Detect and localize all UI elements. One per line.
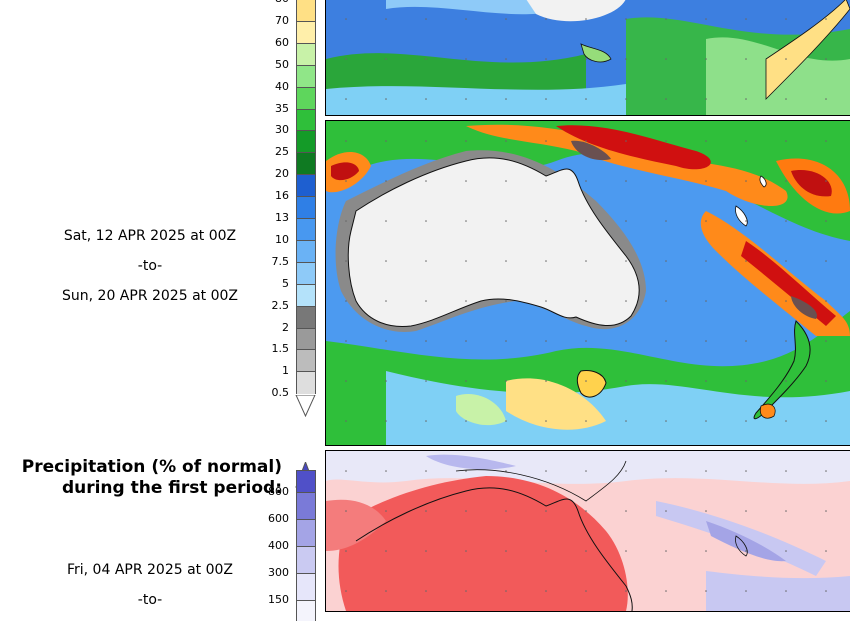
anomaly-title-line1: Precipitation (% of normal)	[21, 457, 282, 477]
precip-anomaly-graphic	[326, 451, 850, 611]
period2-start-date: Fri, 04 APR 2025 at 00Z	[66, 562, 234, 578]
precip-map-main	[325, 120, 850, 446]
legend2-swatch	[296, 600, 316, 621]
anomaly-title: Precipitation (% of normal) during the f…	[0, 457, 282, 499]
legend2-swatch	[296, 492, 316, 520]
period-separator: -to-	[137, 258, 163, 274]
legend2-swatch	[296, 470, 316, 493]
legend2-swatch	[296, 546, 316, 574]
legend-label: 1.5	[271, 342, 290, 356]
legend-swatch	[296, 327, 316, 351]
legend-swatch	[296, 283, 316, 307]
legend-label: 30	[275, 123, 289, 137]
legend-label: 16	[275, 189, 289, 203]
legend-swatch	[296, 239, 316, 263]
legend2-label: 400	[268, 539, 289, 552]
period2-separator: -to-	[137, 592, 163, 608]
legend-label: 20	[275, 167, 289, 181]
legend2-swatch	[296, 519, 316, 547]
precip-map-previous-period	[325, 0, 850, 116]
legend-label: 50	[275, 57, 289, 71]
legend-label: 10	[275, 232, 289, 246]
legend-swatch	[296, 152, 316, 176]
legend-swatch	[296, 371, 316, 395]
legend-label: 7.5	[271, 254, 290, 268]
legend-swatch	[296, 305, 316, 329]
legend2-label: 800	[268, 485, 289, 498]
legend-swatch	[296, 174, 316, 198]
legend-swatch	[296, 86, 316, 110]
legend2-label: 300	[268, 566, 289, 579]
legend-label: 13	[275, 211, 289, 224]
legend-label: 25	[275, 145, 289, 159]
legend-swatch	[296, 64, 316, 88]
legend-swatch	[296, 130, 316, 154]
legend-swatch	[296, 108, 316, 132]
period-start-date: Sat, 12 APR 2025 at 00Z	[63, 228, 237, 244]
legend-swatch	[296, 349, 316, 373]
legend-label: 2	[282, 320, 289, 334]
legend2-label: 600	[268, 512, 289, 525]
precip-map-previous-graphic	[326, 0, 850, 115]
legend-swatch	[296, 196, 316, 219]
legend-swatch	[296, 0, 316, 22]
precip-anomaly-map	[325, 450, 850, 612]
precip-map-main-graphic	[326, 121, 850, 445]
legend-swatch	[296, 261, 316, 285]
legend-label: 35	[275, 101, 289, 115]
legend-label: 0.5	[271, 386, 290, 400]
legend-label: 80	[255, 0, 289, 5]
legend-min-arrow-icon	[295, 395, 316, 417]
legend-label: 1	[282, 364, 289, 378]
legend-label: 5	[282, 276, 289, 290]
legend-label: 40	[275, 79, 289, 93]
anomaly-title-line2: during the first period:	[61, 478, 282, 498]
legend-label: 2.5	[271, 298, 290, 312]
legend2-swatch	[296, 573, 316, 601]
legend-label: 60	[275, 35, 289, 49]
legend-swatch	[296, 218, 316, 241]
legend-swatch	[296, 42, 316, 66]
legend-swatch	[296, 20, 316, 44]
period-end-date: Sun, 20 APR 2025 at 00Z	[62, 288, 238, 304]
legend-label: 70	[275, 13, 289, 27]
